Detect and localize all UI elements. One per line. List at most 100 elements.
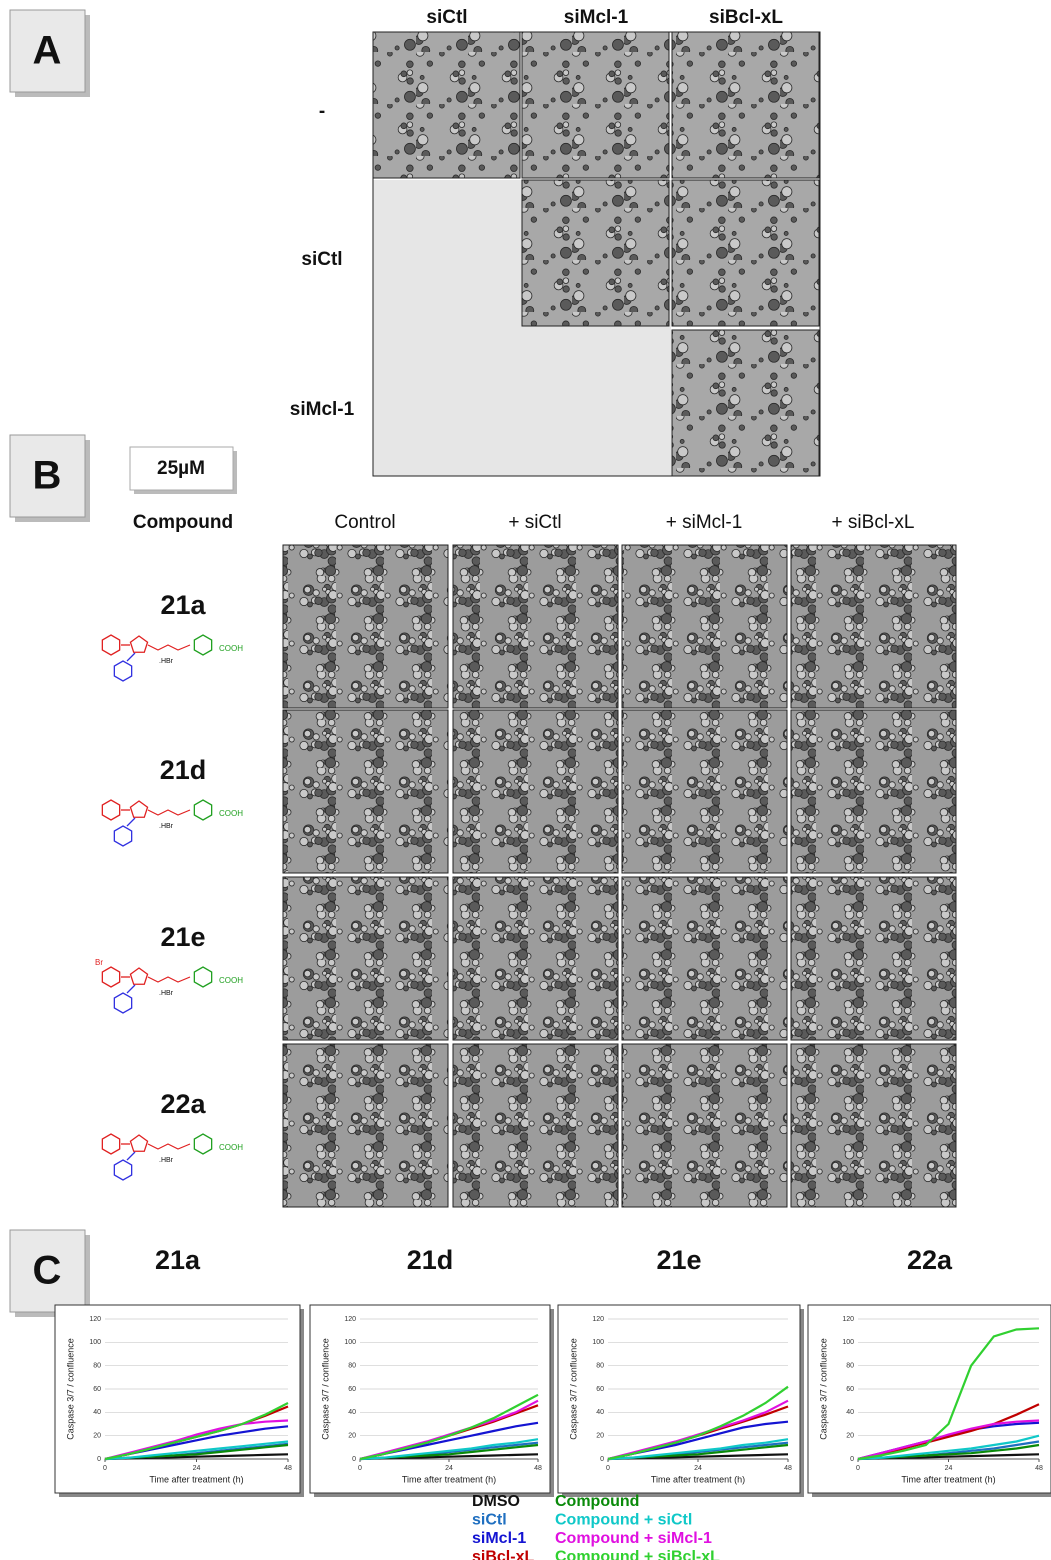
chart-title: 22a	[907, 1245, 953, 1275]
legend-entry: Compound + siBcl-xL	[555, 1549, 720, 1560]
legend-entry: siMcl-1	[472, 1530, 526, 1547]
y-tick-label: 100	[592, 1339, 604, 1346]
ring	[113, 825, 133, 847]
compound-name: 21d	[160, 755, 207, 785]
column-label: Control	[334, 512, 395, 533]
series-line	[857, 1419, 1040, 1461]
ring	[193, 966, 213, 988]
micrograph	[452, 876, 619, 1041]
y-tick-label: 120	[89, 1316, 101, 1323]
ring	[101, 966, 121, 988]
series-line	[607, 1438, 789, 1461]
bond	[126, 817, 136, 827]
column-label: siMcl-1	[564, 7, 629, 28]
column-label: + siBcl-xL	[832, 512, 915, 533]
salt: .HBr	[159, 823, 174, 830]
micrograph	[671, 329, 820, 477]
y-tick-label: 20	[846, 1433, 854, 1440]
label-box	[9, 434, 86, 518]
column-label: siCtl	[426, 7, 467, 28]
salt: .HBr	[159, 658, 174, 665]
series-line	[104, 1440, 289, 1461]
micrograph	[621, 709, 788, 874]
ring	[101, 799, 121, 821]
y-axis-label: Caspase 3/7 / confluence	[818, 1338, 828, 1440]
compound-name: 21e	[160, 922, 205, 952]
series-line	[607, 1385, 789, 1461]
y-tick-label: 0	[850, 1456, 854, 1463]
series-line	[104, 1402, 289, 1461]
legend-entry: Compound + siMcl-1	[555, 1530, 712, 1547]
y-tick-label: 60	[596, 1386, 604, 1393]
panel-label: B	[33, 454, 62, 498]
x-tick-label: 48	[534, 1465, 542, 1472]
ring	[101, 1133, 121, 1155]
legend-entry: DMSO	[472, 1493, 520, 1510]
y-tick-label: 40	[348, 1409, 356, 1416]
micrograph	[790, 709, 957, 874]
x-axis-label: Time after treatment (h)	[149, 1474, 243, 1484]
bond	[126, 1151, 136, 1161]
series-line	[857, 1327, 1040, 1461]
chart-box	[309, 1304, 551, 1494]
row-label: -	[319, 101, 325, 122]
chart-box	[557, 1304, 801, 1494]
x-tick-label: 0	[103, 1465, 107, 1472]
x-tick-label: 48	[784, 1465, 792, 1472]
chart-title: 21d	[407, 1245, 454, 1275]
x-tick-label: 0	[606, 1465, 610, 1472]
chain	[147, 976, 191, 983]
thiazole	[129, 635, 149, 653]
micrograph	[282, 1043, 449, 1208]
label-box	[9, 1229, 86, 1313]
micrograph	[521, 179, 670, 327]
y-tick-label: 80	[93, 1363, 101, 1370]
salt: .HBr	[159, 990, 174, 997]
concentration: 25µM	[157, 458, 205, 479]
micrograph	[372, 31, 521, 179]
thiazole	[129, 1134, 149, 1152]
panel-a-frame	[372, 31, 821, 477]
ring	[113, 660, 133, 682]
micrograph	[621, 544, 788, 709]
y-tick-label: 100	[89, 1339, 101, 1346]
ring	[193, 799, 213, 821]
panel-label: C	[33, 1249, 62, 1293]
x-tick-label: 24	[945, 1465, 953, 1472]
micrograph	[521, 31, 670, 179]
x-tick-label: 24	[193, 1465, 201, 1472]
acid: COOH	[219, 976, 243, 985]
y-axis-label: Caspase 3/7 / confluence	[320, 1338, 330, 1440]
y-tick-label: 0	[352, 1456, 356, 1463]
x-tick-label: 24	[445, 1465, 453, 1472]
legend-entry: Compound	[555, 1493, 639, 1510]
salt: .HBr	[159, 1157, 174, 1164]
series-line	[359, 1393, 539, 1461]
y-tick-label: 120	[842, 1316, 854, 1323]
thiazole	[129, 800, 149, 818]
chart-title: 21a	[155, 1245, 201, 1275]
y-tick-label: 40	[93, 1409, 101, 1416]
y-tick-label: 60	[93, 1386, 101, 1393]
y-tick-label: 20	[93, 1433, 101, 1440]
micrograph	[621, 1043, 788, 1208]
compound-header: Compound	[133, 512, 233, 533]
panel-label: A	[33, 29, 62, 73]
y-tick-label: 120	[592, 1316, 604, 1323]
micrograph	[671, 179, 820, 327]
y-tick-label: 0	[600, 1456, 604, 1463]
ring	[193, 1133, 213, 1155]
micrograph	[282, 709, 449, 874]
conc-box	[129, 446, 234, 491]
y-axis-label: Caspase 3/7 / confluence	[568, 1338, 578, 1440]
micrograph	[282, 544, 449, 709]
legend-entry: Compound + siCtl	[555, 1512, 692, 1529]
x-axis-label: Time after treatment (h)	[901, 1474, 995, 1484]
ring	[113, 992, 133, 1014]
column-label: + siCtl	[508, 512, 561, 533]
y-tick-label: 40	[596, 1409, 604, 1416]
column-label: siBcl-xL	[709, 7, 783, 28]
column-label: + siMcl-1	[666, 512, 743, 533]
label-box	[9, 9, 86, 93]
y-tick-label: 100	[344, 1339, 356, 1346]
